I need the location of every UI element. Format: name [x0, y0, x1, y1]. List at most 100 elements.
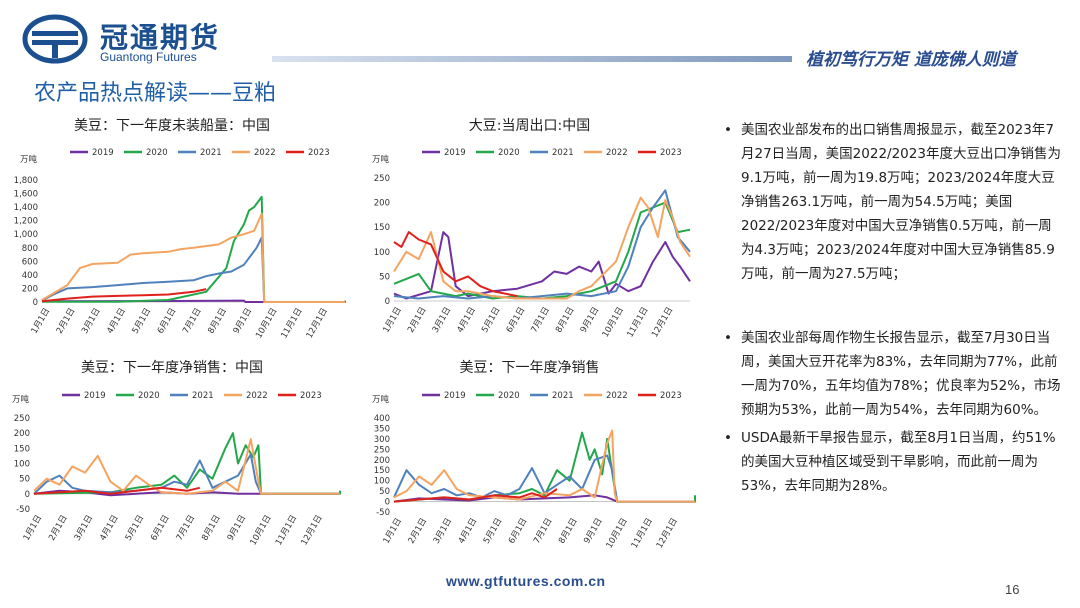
x-tick-label: 3月1日: [431, 306, 454, 335]
y-tick-label: 100: [374, 248, 390, 258]
bullet-drought: • USDA最新干旱报告显示，截至8月1日当周，约51%的美国大豆种植区域受到干…: [724, 426, 1064, 498]
y-tick-label: 100: [374, 477, 390, 487]
x-tick-label: 6月1日: [507, 517, 530, 546]
x-tick-label: 9月1日: [226, 514, 249, 543]
y-tick-label: 0: [33, 298, 38, 308]
y-tick-label: -50: [376, 508, 390, 518]
x-tick-label: 8月1日: [200, 514, 223, 543]
x-tick-label: 5月1日: [124, 514, 147, 543]
bullet-dot: •: [724, 330, 732, 346]
series-line-2019: [393, 231, 691, 300]
legend-label-2021: 2021: [552, 391, 574, 401]
y-tick-label: 50: [19, 475, 30, 485]
chart-weekly-export-china: 大豆:当周出口:中国 万吨 2019 2020 2021 2022 2023 0 50 100 15…: [360, 112, 715, 352]
legend-label-2020: 2020: [138, 391, 160, 401]
y-tick-label: 0: [385, 297, 390, 307]
x-tick-label: 4月1日: [455, 306, 478, 335]
y-tick-label: 1,400: [14, 203, 38, 213]
x-tick-label: 10月1日: [248, 514, 273, 548]
legend-label-2023: 2023: [660, 148, 682, 158]
x-tick-label: 9月1日: [579, 306, 602, 335]
y-tick-label: 250: [14, 414, 30, 424]
commentary-panel: • 美国农业部发布的出口销售周报显示，截至2023年7月27日当周，美国2022…: [724, 118, 1064, 508]
chart-unshipped-china: 美豆：下一年度未装船量：中国 万吨 2019 2020 2021 2022 2023 0 200…: [0, 112, 360, 352]
y-tick-label: 350: [374, 424, 390, 434]
slide-title: 农产品热点解读——豆粕: [34, 81, 277, 106]
x-tick-label: 5月1日: [480, 306, 503, 335]
y-tick-label: 200: [22, 284, 38, 294]
bullet-dot: •: [724, 430, 732, 446]
series-line-2021: [33, 453, 340, 495]
x-tick-label: 7月1日: [175, 514, 198, 543]
y-tick-label: 1,200: [14, 217, 38, 227]
y-unit-label: 万吨: [372, 154, 390, 165]
y-tick-label: 300: [374, 435, 390, 445]
x-tick-label: 7月1日: [529, 306, 552, 335]
x-tick-label: 12月1日: [655, 517, 680, 551]
legend-label-2023: 2023: [300, 391, 322, 401]
y-tick-label: 800: [22, 244, 38, 254]
bullet-text: USDA最新干旱报告显示，截至8月1日当周，约51%的美国大豆种植区域受到干旱影…: [741, 430, 1056, 494]
chart-net-sales-total: 美豆：下一年度净销售 万吨 2019 2020 2021 2022 2023 -50 0 50 10…: [360, 354, 715, 569]
series-line-2020: [42, 195, 346, 303]
legend-label-2020: 2020: [146, 148, 168, 158]
x-tick-label: 6月1日: [505, 306, 528, 335]
y-tick-label: 1,800: [14, 176, 38, 186]
x-tick-label: 6月1日: [149, 514, 172, 543]
x-tick-label: 2月1日: [406, 306, 429, 335]
series-line-2021: [41, 236, 345, 303]
x-tick-label: 3月1日: [73, 514, 96, 543]
x-tick-label: 9月1日: [232, 307, 255, 336]
y-tick-label: 200: [14, 429, 30, 439]
bullet-text: 美国农业部发布的出口销售周报显示，截至2023年7月27日当周，美国2022/2…: [741, 122, 1061, 282]
page-number: 16: [1005, 582, 1020, 597]
x-tick-label: 5月1日: [131, 307, 154, 336]
footer-url[interactable]: www.gtfutures.com.cn: [446, 573, 606, 589]
x-tick-label: 10月1日: [254, 307, 279, 341]
chart-title: 美豆：下一年度净销售: [460, 360, 600, 376]
series-line-2022: [393, 429, 695, 503]
chart-title: 大豆:当周出口:中国: [469, 118, 590, 134]
x-tick-label: 11月1日: [625, 306, 650, 340]
x-tick-label: 4月1日: [457, 517, 480, 546]
legend-label-2019: 2019: [444, 391, 466, 401]
chart-title: 美豆：下一年度未装船量：中国: [74, 118, 270, 134]
x-tick-label: 11月1日: [630, 517, 655, 551]
y-tick-label: 250: [374, 445, 390, 455]
legend-label-2022: 2022: [606, 148, 628, 158]
y-tick-label: 1,000: [14, 230, 38, 240]
x-tick-label: 11月1日: [274, 514, 299, 548]
series-line-2022: [393, 196, 691, 300]
company-slogan: 植初笃行万矩 道庞佛人则道: [806, 50, 1016, 70]
series-line-2022: [33, 438, 340, 495]
y-tick-label: 50: [379, 272, 390, 282]
y-unit-label: 万吨: [372, 394, 390, 405]
x-tick-label: 1月1日: [381, 306, 404, 335]
legend-label-2022: 2022: [246, 391, 268, 401]
series-line-2020: [33, 432, 341, 495]
y-tick-label: 400: [374, 414, 390, 424]
x-tick-label: 12月1日: [650, 306, 675, 340]
x-tick-label: 7月1日: [181, 307, 204, 336]
y-tick-label: 200: [374, 456, 390, 466]
legend-label-2020: 2020: [498, 148, 520, 158]
series-line-2023: [393, 231, 518, 298]
x-tick-label: 7月1日: [532, 517, 555, 546]
x-tick-label: 12月1日: [305, 307, 330, 341]
x-tick-label: 5月1日: [482, 517, 505, 546]
x-tick-label: 11月1日: [279, 307, 304, 341]
legend-label-2019: 2019: [92, 148, 114, 158]
legend-label-2021: 2021: [200, 148, 222, 158]
x-tick-label: 8月1日: [206, 307, 229, 336]
legend-label-2022: 2022: [254, 148, 276, 158]
chart-title: 美豆：下一年度净销售：中国: [81, 360, 263, 376]
y-tick-label: 150: [374, 466, 390, 476]
y-unit-label: 万吨: [12, 394, 30, 405]
y-tick-label: 400: [22, 271, 38, 281]
bullet-crop-progress: • 美国农业部每周作物生长报告显示，截至7月30日当周，美国大豆开花率为83%，…: [724, 326, 1064, 422]
y-tick-label: 200: [374, 199, 390, 209]
y-tick-label: -50: [16, 505, 30, 515]
